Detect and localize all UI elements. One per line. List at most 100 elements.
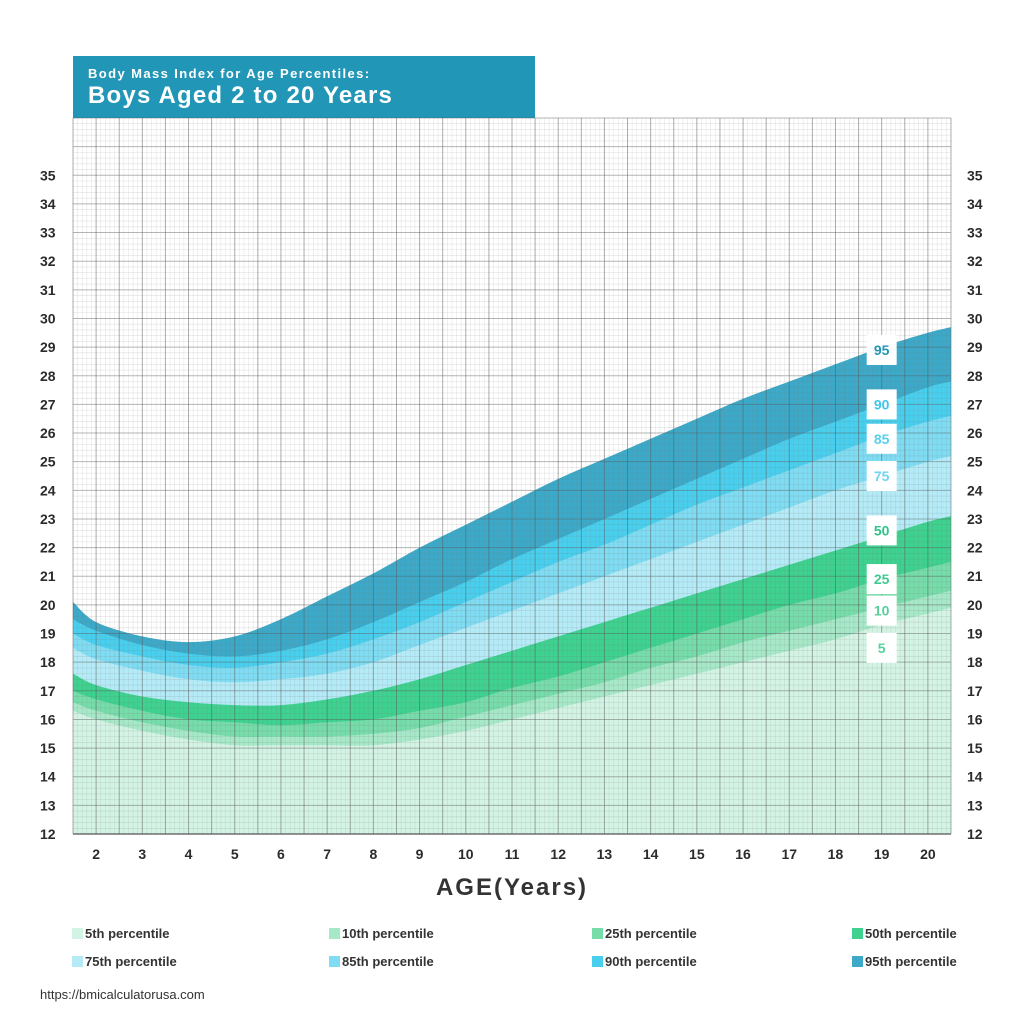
y-tick-label-left: 12 <box>40 826 56 842</box>
y-tick-label-right: 33 <box>967 225 983 241</box>
legend-item-95th: 95th percentile <box>852 954 957 969</box>
legend-label: 10th percentile <box>342 926 434 941</box>
y-tick-label-left: 31 <box>40 282 56 298</box>
x-tick-label: 5 <box>231 846 239 862</box>
y-tick-label-right: 35 <box>967 167 983 183</box>
legend-item-85th: 85th percentile <box>329 954 434 969</box>
y-tick-label-right: 15 <box>967 740 983 756</box>
legend-label: 95th percentile <box>865 954 957 969</box>
y-tick-label-left: 26 <box>40 425 56 441</box>
y-tick-label-right: 29 <box>967 339 983 355</box>
y-tick-label-left: 23 <box>40 511 56 527</box>
percentile-label-box <box>866 423 897 454</box>
chart-subtitle: Body Mass Index for Age Percentiles: <box>88 66 371 81</box>
percentile-label-box <box>866 389 897 420</box>
y-tick-label-left: 15 <box>40 740 56 756</box>
legend-item-75th: 75th percentile <box>72 954 177 969</box>
legend-item-50th: 50th percentile <box>852 926 957 941</box>
y-tick-label-left: 25 <box>40 454 56 470</box>
y-tick-label-left: 20 <box>40 597 56 613</box>
percentile-label-5: 5 <box>866 632 897 663</box>
y-tick-label-left: 24 <box>40 482 56 498</box>
percentile-label-text: 95 <box>874 342 890 358</box>
y-tick-label-left: 32 <box>40 253 56 269</box>
legend-label: 25th percentile <box>605 926 697 941</box>
y-tick-label-right: 18 <box>967 654 983 670</box>
percentile-label-text: 25 <box>874 571 890 587</box>
legend-label: 50th percentile <box>865 926 957 941</box>
x-tick-label: 15 <box>689 846 705 862</box>
y-tick-label-right: 26 <box>967 425 983 441</box>
legend-swatch <box>852 956 863 967</box>
percentile-label-text: 85 <box>874 431 890 447</box>
chart-title: Boys Aged 2 to 20 Years <box>88 82 394 109</box>
x-tick-label: 18 <box>828 846 844 862</box>
y-tick-label-right: 14 <box>967 769 983 785</box>
y-tick-label-right: 12 <box>967 826 983 842</box>
percentile-label-50: 50 <box>866 515 897 546</box>
legend-item-10th: 10th percentile <box>329 926 434 941</box>
y-tick-label-right: 28 <box>967 368 983 384</box>
legend-item-5th: 5th percentile <box>72 926 170 941</box>
legend-swatch <box>72 956 83 967</box>
x-tick-label: 11 <box>505 846 520 862</box>
y-tick-label-right: 31 <box>967 282 983 298</box>
y-tick-label-right: 19 <box>967 626 983 642</box>
y-tick-label-right: 30 <box>967 310 983 326</box>
y-tick-label-right: 27 <box>967 396 983 412</box>
y-tick-label-left: 27 <box>40 396 56 412</box>
percentile-label-text: 5 <box>878 640 886 656</box>
x-tick-label: 6 <box>277 846 285 862</box>
percentile-label-90: 90 <box>866 389 897 420</box>
percentile-label-25: 25 <box>866 564 897 595</box>
percentile-label-text: 50 <box>874 522 890 538</box>
x-tick-label: 16 <box>735 846 751 862</box>
y-tick-label-left: 19 <box>40 626 56 642</box>
y-tick-label-left: 14 <box>40 769 56 785</box>
y-tick-label-right: 32 <box>967 253 983 269</box>
percentile-label-95: 95 <box>866 334 897 365</box>
x-tick-label: 19 <box>874 846 890 862</box>
legend-label: 90th percentile <box>605 954 697 969</box>
y-tick-label-left: 16 <box>40 711 56 727</box>
y-tick-label-left: 29 <box>40 339 56 355</box>
legend-item-25th: 25th percentile <box>592 926 697 941</box>
y-tick-label-left: 30 <box>40 310 56 326</box>
y-tick-label-right: 13 <box>967 797 983 813</box>
y-tick-label-left: 18 <box>40 654 56 670</box>
percentile-label-box <box>866 632 897 663</box>
x-tick-label: 13 <box>597 846 613 862</box>
y-tick-label-right: 16 <box>967 711 983 727</box>
legend-swatch <box>592 928 603 939</box>
y-tick-label-left: 28 <box>40 368 56 384</box>
percentile-label-box <box>866 461 897 491</box>
y-tick-label-left: 13 <box>40 797 56 813</box>
percentile-label-75: 75 <box>866 461 897 491</box>
legend-swatch <box>592 956 603 967</box>
legend-item-90th: 90th percentile <box>592 954 697 969</box>
percentile-label-box <box>866 595 897 626</box>
y-tick-label-right: 34 <box>967 196 983 212</box>
legend-swatch <box>852 928 863 939</box>
y-tick-label-left: 21 <box>40 568 56 584</box>
y-tick-label-right: 22 <box>967 540 983 556</box>
x-tick-label: 7 <box>323 846 331 862</box>
x-tick-label: 4 <box>185 846 193 862</box>
percentile-label-text: 90 <box>874 396 890 412</box>
y-tick-label-left: 34 <box>40 196 56 212</box>
y-tick-label-left: 33 <box>40 225 56 241</box>
legend-label: 85th percentile <box>342 954 434 969</box>
y-tick-label-right: 23 <box>967 511 983 527</box>
y-tick-label-left: 22 <box>40 540 56 556</box>
legend-swatch <box>329 928 340 939</box>
x-tick-label: 20 <box>920 846 936 862</box>
legend-swatch <box>72 928 83 939</box>
x-tick-label: 9 <box>416 846 424 862</box>
legend-label: 75th percentile <box>85 954 177 969</box>
legend-label: 5th percentile <box>85 926 170 941</box>
x-tick-label: 8 <box>369 846 377 862</box>
y-tick-label-left: 35 <box>40 167 56 183</box>
percentile-label-text: 75 <box>874 468 890 484</box>
y-tick-label-right: 25 <box>967 454 983 470</box>
